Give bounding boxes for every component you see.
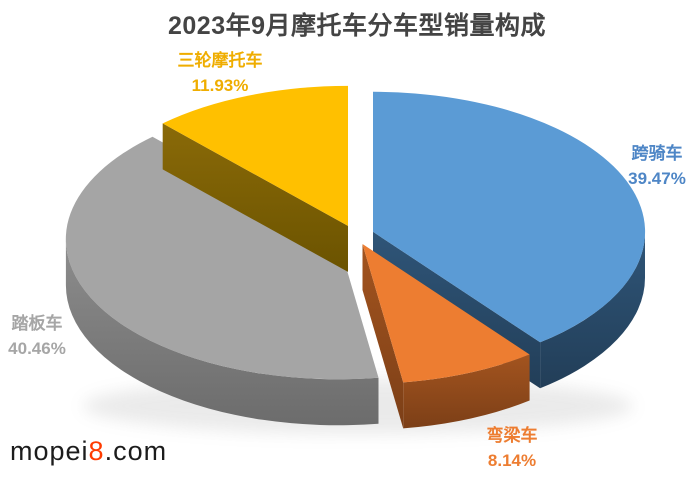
slice-label-value: 40.46%	[8, 339, 66, 358]
pie-slice-3	[162, 85, 348, 226]
pie-slice-side-wall-3	[162, 123, 348, 272]
chart-title: 2023年9月摩托车分车型销量构成	[167, 12, 547, 40]
watermark: mopei8.com	[10, 436, 167, 467]
slice-label-name: 跨骑车	[631, 144, 683, 163]
slice-label-underbone: 弯梁车 8.14%	[487, 423, 538, 473]
pie-slice-2	[65, 136, 379, 380]
pie-slice-side-wall-1	[362, 244, 404, 429]
pie-slice-rim-0	[540, 231, 645, 389]
slice-label-three-wheeler: 三轮摩托车 11.93%	[178, 48, 263, 98]
slice-label-value: 39.47%	[628, 169, 686, 188]
slice-label-name: 三轮摩托车	[177, 51, 263, 70]
slice-label-straddle: 跨骑车 39.47%	[628, 141, 686, 191]
slice-label-value: 8.14%	[487, 451, 537, 470]
slice-label-name: 踏板车	[11, 314, 63, 333]
slice-label-value: 11.93%	[191, 76, 249, 95]
pie-slice-0	[373, 91, 646, 343]
pie-slice-rim-1	[403, 354, 530, 429]
watermark-prefix: mopei	[10, 436, 89, 466]
slice-label-name: 弯梁车	[486, 426, 538, 445]
pie-slice-1	[362, 244, 530, 383]
slice-label-scooter: 踏板车 40.46%	[8, 311, 66, 361]
watermark-highlight: 8	[88, 436, 105, 466]
pie-slice-rim-2	[65, 239, 379, 426]
watermark-suffix: .com	[104, 436, 168, 466]
